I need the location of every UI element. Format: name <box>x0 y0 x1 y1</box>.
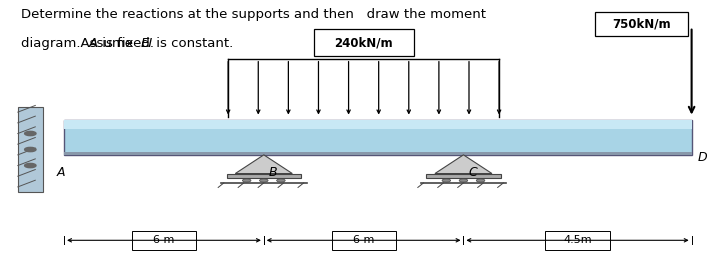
Circle shape <box>459 179 468 182</box>
Bar <box>595 12 688 36</box>
Circle shape <box>242 179 251 182</box>
Bar <box>64 120 692 129</box>
Circle shape <box>260 179 268 182</box>
Bar <box>132 231 196 250</box>
Text: is constant.: is constant. <box>152 37 233 50</box>
Text: C: C <box>468 166 477 179</box>
Text: diagram.Assume: diagram.Assume <box>21 37 138 50</box>
Text: A: A <box>89 37 98 50</box>
Text: D: D <box>697 151 707 164</box>
Bar <box>545 231 610 250</box>
Text: 6 m: 6 m <box>353 235 374 245</box>
Text: B: B <box>269 166 277 179</box>
Bar <box>314 29 414 56</box>
Bar <box>64 152 692 155</box>
Text: 240kN/m: 240kN/m <box>334 36 393 49</box>
Bar <box>332 231 396 250</box>
Bar <box>18 107 43 192</box>
Circle shape <box>24 163 36 168</box>
Circle shape <box>24 147 36 152</box>
Circle shape <box>476 179 485 182</box>
Bar <box>227 174 301 178</box>
Circle shape <box>277 179 285 182</box>
Polygon shape <box>235 155 292 174</box>
Circle shape <box>442 179 451 182</box>
Text: A: A <box>56 166 65 179</box>
Text: 750kN/m: 750kN/m <box>612 18 671 30</box>
Text: EI: EI <box>140 37 153 50</box>
Text: 6 m: 6 m <box>153 235 175 245</box>
Text: is fixed.: is fixed. <box>98 37 162 50</box>
Circle shape <box>24 131 36 136</box>
Text: 4.5m: 4.5m <box>563 235 592 245</box>
Bar <box>426 174 501 178</box>
Polygon shape <box>435 155 492 174</box>
Bar <box>64 120 692 155</box>
Text: Determine the reactions at the supports and then   draw the moment: Determine the reactions at the supports … <box>21 8 486 21</box>
